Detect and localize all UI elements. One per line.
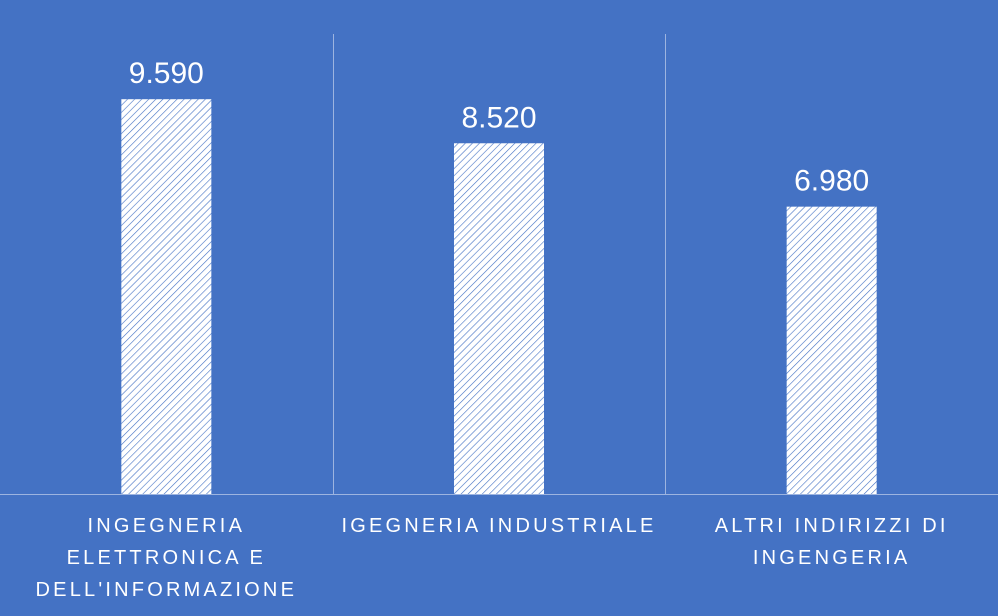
- category-tick-label-line: INGEGNERIA: [88, 515, 246, 537]
- data-label: 9.590: [129, 57, 204, 90]
- category-tick-label: IGEGNERIA INDUSTRIALE: [341, 515, 656, 537]
- bar: [454, 143, 544, 494]
- category-tick-label-line: DELL'INFORMAZIONE: [36, 579, 298, 601]
- category-tick-label: INGEGNERIA ELETTRONICA E DELL'INFORMAZIONE: [36, 515, 298, 601]
- data-label: 6.980: [794, 165, 869, 198]
- category-tick-label-line: ELETTRONICA E: [67, 547, 266, 569]
- bar: [786, 206, 877, 494]
- category-tick-label: ALTRI INDIRIZZI DI INGENGERIA: [715, 515, 949, 569]
- bar: [121, 99, 212, 494]
- category-tick-label-line: ALTRI INDIRIZZI DI: [715, 515, 949, 537]
- category-tick-label-line: IGEGNERIA INDUSTRIALE: [341, 515, 656, 537]
- category-tick-label-line: INGENGERIA: [753, 547, 911, 569]
- data-label: 8.520: [461, 101, 536, 134]
- plot-area: 9.590 INGEGNERIA ELETTRONICA E DELL'INFORMA…: [0, 34, 998, 601]
